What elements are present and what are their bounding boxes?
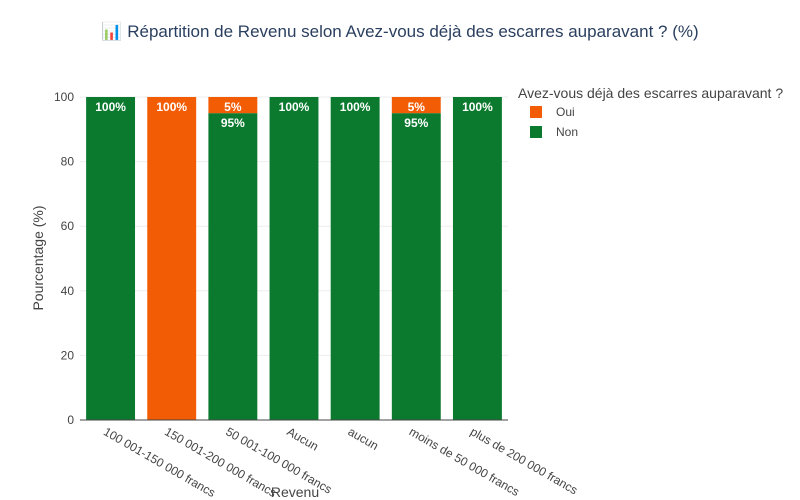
y-axis-title: Pourcentage (%): [30, 205, 46, 310]
x-tick-label: 100 001-150 000 francs: [101, 424, 218, 500]
y-tick-label: 80: [61, 155, 75, 169]
bar-oui: [147, 97, 197, 420]
bar-data-label: 5%: [408, 100, 426, 114]
bar-non: [452, 97, 502, 420]
bar-data-label: 100%: [340, 100, 371, 114]
bar-oui: [391, 97, 441, 114]
bar-non: [330, 97, 380, 420]
x-tick-label: plus de 200 000 francs: [468, 424, 580, 497]
x-tick-label: Aucun: [285, 424, 321, 453]
bar-data-label: 100%: [95, 100, 126, 114]
y-tick-label: 40: [61, 284, 75, 298]
x-tick-label: aucun: [346, 424, 381, 452]
x-tick-label: 150 001-200 000 francs: [162, 424, 279, 500]
bar-data-label: 100%: [462, 100, 493, 114]
bar-data-label: 100%: [156, 100, 187, 114]
legend-swatch-oui: [530, 106, 542, 118]
legend-title: Avez-vous déjà des escarres auparavant ?: [518, 85, 783, 101]
legend-item-non: Non: [556, 125, 578, 139]
legend-swatch-non: [530, 126, 542, 138]
x-axis-title: Revenu: [271, 484, 319, 500]
bar-non: [86, 97, 136, 420]
legend-item-oui: Oui: [556, 105, 575, 119]
bar-data-label: 95%: [404, 116, 428, 130]
y-tick-label: 60: [61, 219, 75, 233]
bar-oui: [208, 97, 258, 114]
bar-data-label: 5%: [224, 100, 242, 114]
bar-data-label: 95%: [221, 116, 245, 130]
bar-non: [208, 113, 258, 421]
bar-non: [269, 97, 319, 420]
x-tick-label: moins de 50 000 francs: [407, 424, 522, 498]
bar-non: [391, 113, 441, 421]
y-tick-label: 0: [67, 413, 74, 427]
y-tick-label: 20: [61, 348, 75, 362]
chart-title: 📊 Répartition de Revenu selon Avez-vous …: [101, 22, 699, 41]
y-tick-label: 100: [54, 90, 74, 104]
bar-data-label: 100%: [279, 100, 310, 114]
